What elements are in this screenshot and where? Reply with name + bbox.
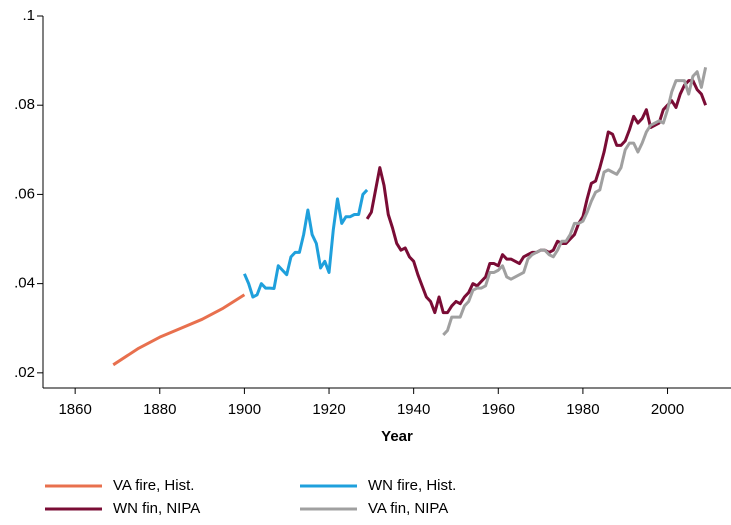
x-tick-label: 1980 [566,401,599,418]
x-tick-label: 1900 [228,401,261,418]
x-tick-label: 1960 [482,401,515,418]
series-line [365,79,708,315]
legend-label: VA fire, Hist. [113,477,194,494]
x-axis-label: Year [381,428,413,445]
x-tick-label: 1880 [143,401,176,418]
y-tick-label: .06 [14,185,35,202]
series-line [112,293,246,367]
y-tick-label: .02 [14,364,35,381]
x-tick-label: 1920 [312,401,345,418]
y-tick-label: .04 [14,275,35,292]
y-tick-label: .1 [22,7,35,24]
series-line [243,188,369,299]
x-tick-label: 1940 [397,401,430,418]
legend-label: VA fin, NIPA [368,500,448,517]
x-tick-label: 2000 [651,401,684,418]
legend-label: WN fin, NIPA [113,500,200,517]
legend-label: WN fire, Hist. [368,477,456,494]
y-tick-label: .08 [14,96,35,113]
x-tick-label: 1860 [58,401,91,418]
series-line [442,66,708,336]
